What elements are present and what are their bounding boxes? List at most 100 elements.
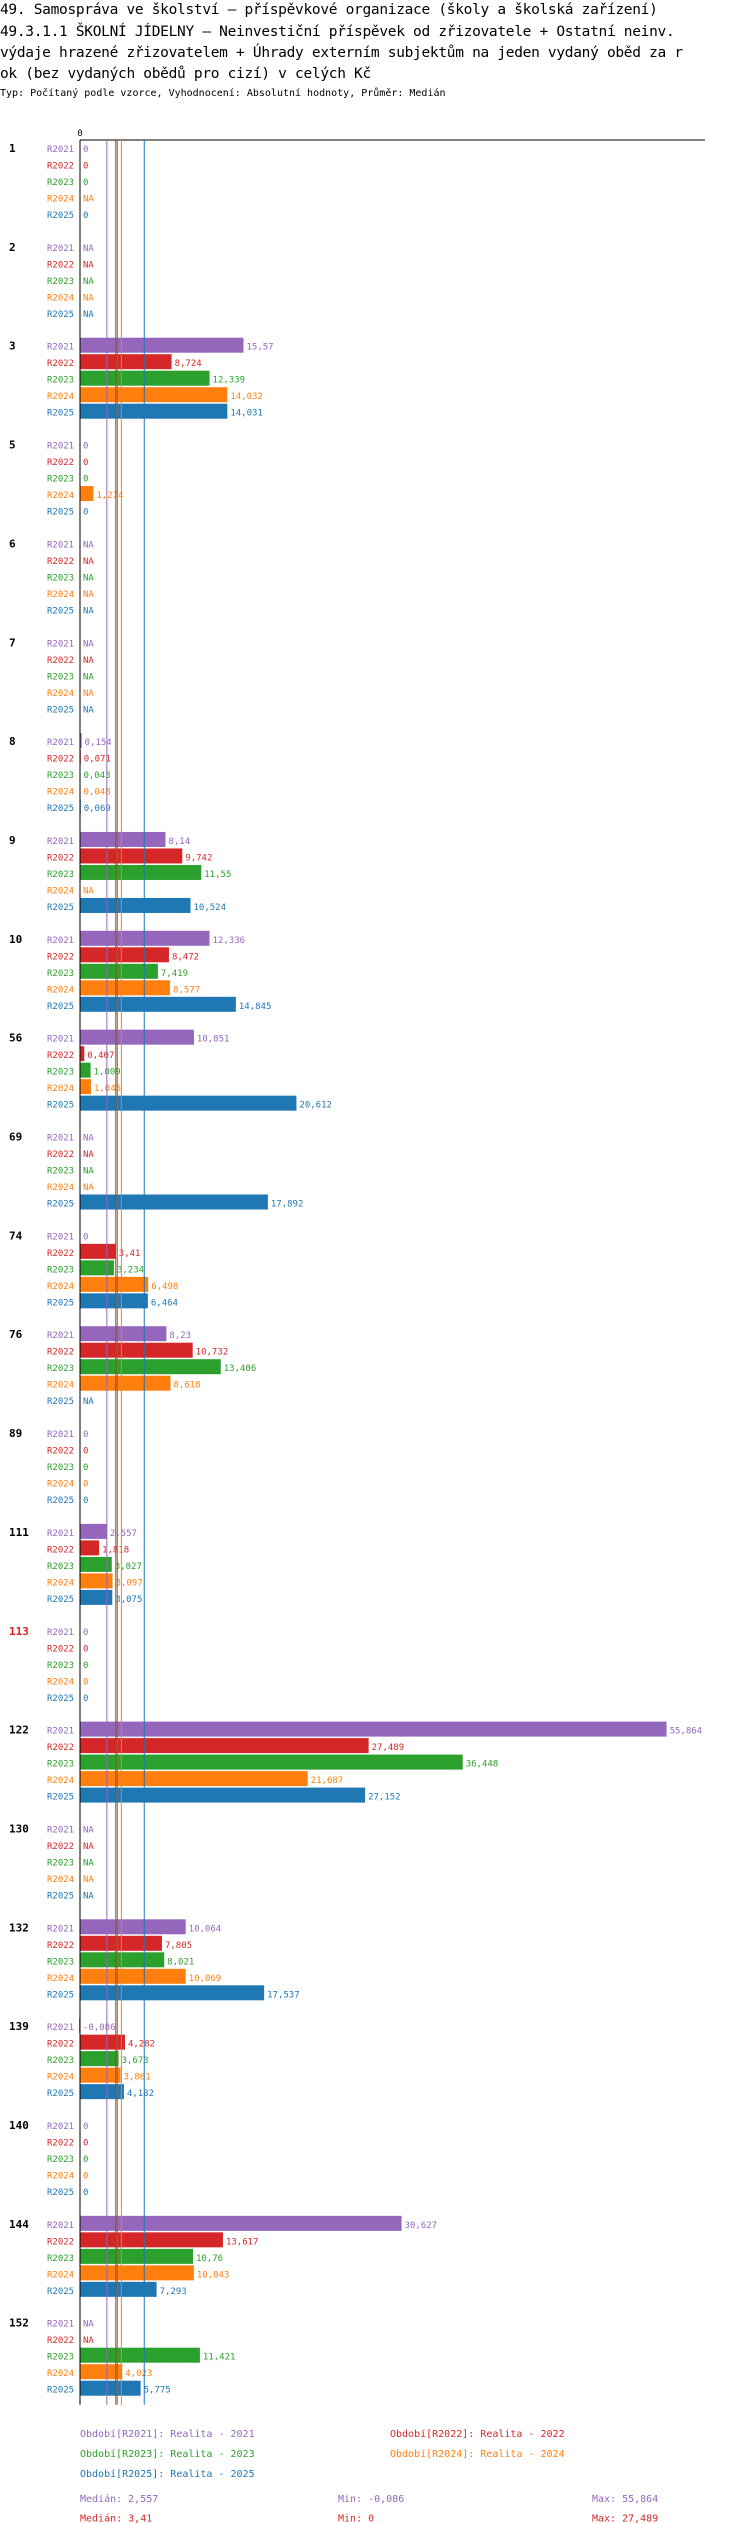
value-label: 0 bbox=[83, 2122, 88, 2132]
series-label: R2021 bbox=[47, 442, 74, 452]
bar bbox=[80, 2232, 223, 2248]
header-line-3: výdaje hrazené zřizovatelem + Úhrady ext… bbox=[0, 45, 683, 61]
series-label: R2025 bbox=[47, 1793, 74, 1803]
value-label: 0 bbox=[83, 145, 88, 155]
series-label: R2023 bbox=[47, 1068, 74, 1078]
series-label: R2023 bbox=[47, 277, 74, 287]
series-label: R2021 bbox=[47, 936, 74, 946]
series-label: R2023 bbox=[47, 1858, 74, 1868]
series-label: R2022 bbox=[47, 853, 74, 863]
value-label: 27,489 bbox=[372, 1743, 405, 1753]
series-label: R2022 bbox=[47, 1249, 74, 1259]
stat-max: Max: 55,864 bbox=[592, 2494, 658, 2505]
bar bbox=[80, 963, 158, 979]
value-label: 3,075 bbox=[115, 1595, 142, 1605]
series-label: R2024 bbox=[47, 2369, 74, 2379]
value-label: 0 bbox=[83, 1694, 88, 1704]
series-label: R2021 bbox=[47, 343, 74, 353]
series-label: R2025 bbox=[47, 1397, 74, 1407]
group-label: 152 bbox=[9, 2317, 29, 2330]
bar bbox=[80, 1771, 308, 1787]
series-label: R2021 bbox=[47, 1331, 74, 1341]
series-label: R2025 bbox=[47, 2089, 74, 2099]
value-label: 0 bbox=[83, 508, 88, 518]
series-label: R2023 bbox=[47, 2353, 74, 2363]
group-label: 130 bbox=[9, 1822, 29, 1835]
series-label: R2022 bbox=[47, 2040, 74, 2050]
series-label: R2021 bbox=[47, 1529, 74, 1539]
series-label: R2021 bbox=[47, 1924, 74, 1934]
bar bbox=[80, 1375, 171, 1391]
value-label-na: NA bbox=[83, 886, 94, 896]
series-label: R2022 bbox=[47, 2139, 74, 2149]
series-label: R2024 bbox=[47, 2172, 74, 2182]
series-label: R2022 bbox=[47, 1447, 74, 1457]
value-label: 14,032 bbox=[230, 392, 263, 402]
series-label: R2023 bbox=[47, 573, 74, 583]
header-line-1: 49. Samospráva ve školství – příspěvkové… bbox=[0, 2, 658, 18]
series-label: R2022 bbox=[47, 1348, 74, 1358]
value-label: 6,464 bbox=[151, 1298, 178, 1308]
series-label: R2024 bbox=[47, 2073, 74, 2083]
value-label: 3,673 bbox=[122, 2056, 149, 2066]
series-label: R2023 bbox=[47, 1760, 74, 1770]
value-label-na: NA bbox=[83, 195, 94, 205]
value-label-na: NA bbox=[83, 656, 94, 666]
series-label: R2025 bbox=[47, 1990, 74, 2000]
value-label: 0 bbox=[83, 442, 88, 452]
bar bbox=[80, 486, 94, 502]
value-label: 0 bbox=[83, 1480, 88, 1490]
value-label-na: NA bbox=[83, 1150, 94, 1160]
bar bbox=[80, 337, 244, 353]
series-label: R2022 bbox=[47, 260, 74, 270]
value-label: 8,23 bbox=[169, 1331, 191, 1341]
value-label: 4,282 bbox=[128, 2040, 155, 2050]
series-label: R2023 bbox=[47, 1463, 74, 1473]
stat-max: Max: 27,489 bbox=[592, 2514, 658, 2524]
bar bbox=[80, 1523, 107, 1539]
bar bbox=[80, 2084, 124, 2100]
value-label: 17,892 bbox=[271, 1200, 304, 1210]
series-label: R2021 bbox=[47, 244, 74, 254]
value-label: 0 bbox=[83, 2188, 88, 2198]
value-label: 3,234 bbox=[117, 1265, 144, 1275]
bar bbox=[80, 848, 183, 864]
group-label: 122 bbox=[9, 1724, 29, 1737]
value-label: 30,627 bbox=[405, 2221, 438, 2231]
series-label: R2024 bbox=[47, 1183, 74, 1193]
value-label-na: NA bbox=[83, 1397, 94, 1407]
series-label: R2022 bbox=[47, 1051, 74, 1061]
value-label: 55,864 bbox=[670, 1727, 703, 1737]
value-label-na: NA bbox=[83, 1183, 94, 1193]
value-label-na: NA bbox=[83, 689, 94, 699]
value-label: 21,687 bbox=[311, 1776, 344, 1786]
value-label: 7,419 bbox=[161, 969, 188, 979]
series-label: R2022 bbox=[47, 2237, 74, 2247]
value-label: 4,023 bbox=[125, 2369, 152, 2379]
value-label-na: NA bbox=[83, 1842, 94, 1852]
bar bbox=[80, 1573, 113, 1589]
group-label: 7 bbox=[9, 636, 16, 649]
value-label-na: NA bbox=[83, 1167, 94, 1177]
value-label-na: NA bbox=[83, 1134, 94, 1144]
value-label: 8,618 bbox=[173, 1381, 200, 1391]
series-label: R2025 bbox=[47, 903, 74, 913]
series-label: R2023 bbox=[47, 1265, 74, 1275]
value-label-na: NA bbox=[83, 2336, 94, 2346]
bar bbox=[80, 733, 82, 749]
group-label: 6 bbox=[9, 537, 16, 550]
bar bbox=[80, 2034, 125, 2050]
bar bbox=[80, 1046, 85, 1062]
series-label: R2024 bbox=[47, 293, 74, 303]
group-label: 2 bbox=[9, 241, 16, 254]
series-label: R2023 bbox=[47, 870, 74, 880]
series-label: R2022 bbox=[47, 1150, 74, 1160]
value-label: 1,274 bbox=[96, 491, 123, 501]
value-label: 0 bbox=[83, 211, 88, 221]
bar bbox=[80, 2215, 402, 2231]
value-label: 2,557 bbox=[110, 1529, 137, 1539]
bar bbox=[80, 864, 202, 880]
group-label: 69 bbox=[9, 1131, 22, 1144]
value-label: 0 bbox=[83, 458, 88, 468]
value-label: 8,14 bbox=[168, 837, 190, 847]
